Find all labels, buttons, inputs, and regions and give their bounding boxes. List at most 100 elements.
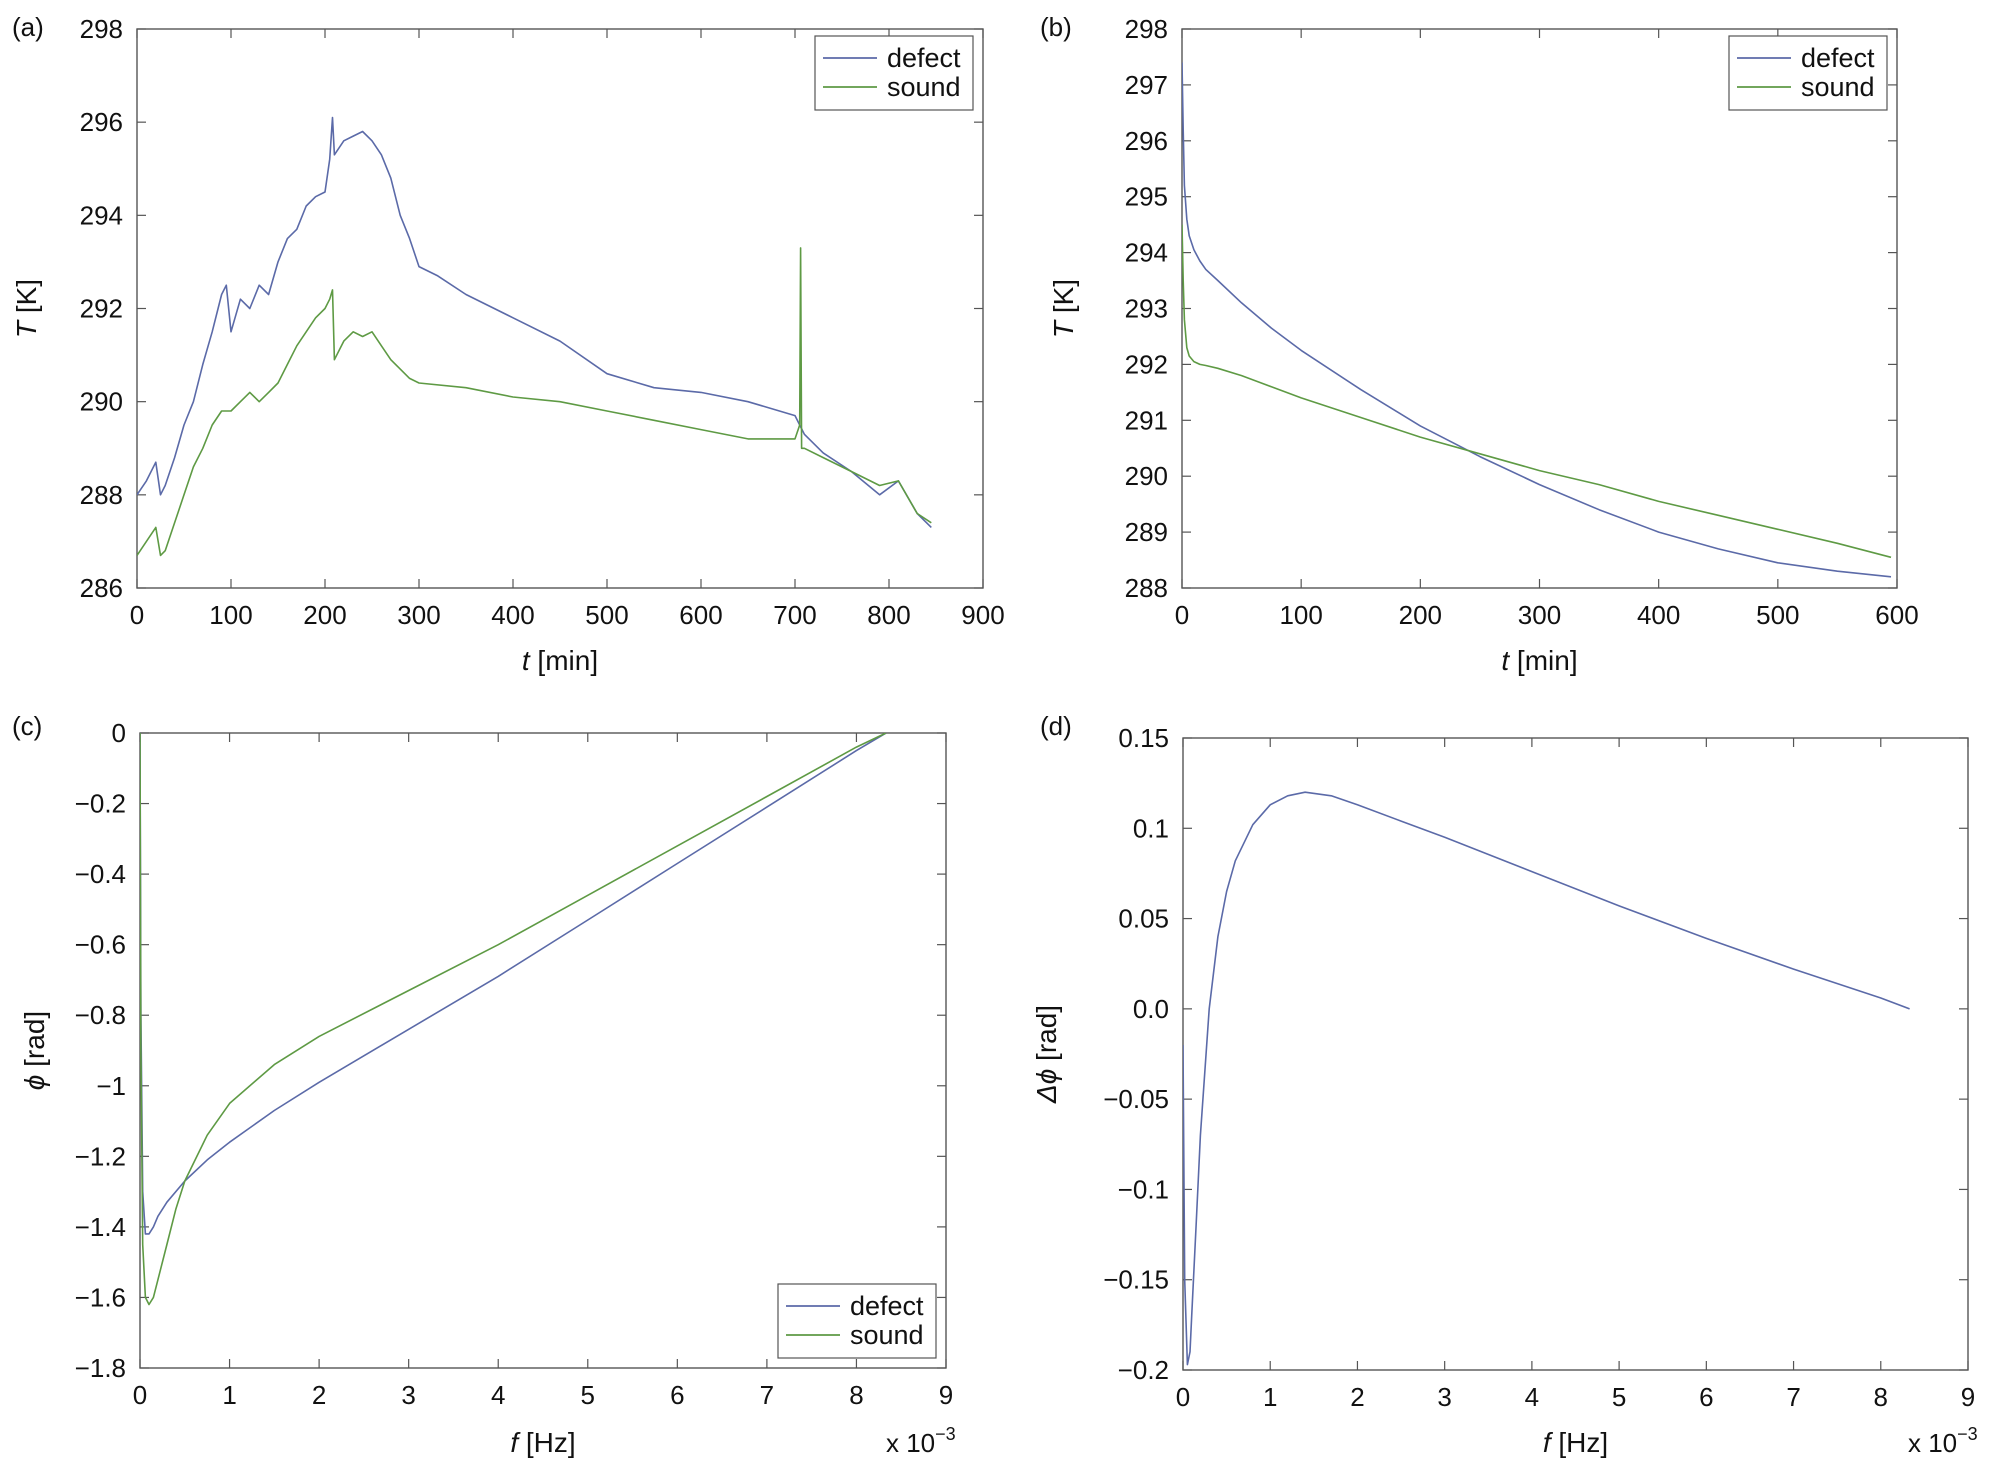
y-axis-label: Δϕ [rad] bbox=[1031, 1005, 1062, 1104]
panel-b: (b) 0 100 200 300 400 500 600 288 289 290 291 292 293… bbox=[1040, 12, 1919, 676]
y-tick-label: −0.1 bbox=[1118, 1174, 1169, 1204]
x-tick-label: 100 bbox=[209, 600, 252, 630]
legend-box bbox=[777, 1283, 937, 1359]
x-axis-multiplier: x 10−3 bbox=[886, 1424, 956, 1458]
x-tick-label: 3 bbox=[1437, 1382, 1451, 1412]
x-tick-label: 5 bbox=[1612, 1382, 1626, 1412]
x-tick-label: 1 bbox=[222, 1380, 236, 1410]
y-tick-label: −0.2 bbox=[75, 789, 126, 819]
x-tick-label: 2 bbox=[1350, 1382, 1364, 1412]
y-axis-variable: Δϕ bbox=[1031, 1069, 1062, 1104]
series-line-sound bbox=[140, 733, 887, 1306]
y-tick-label: −0.6 bbox=[75, 930, 126, 960]
y-tick-label: 0.1 bbox=[1133, 813, 1169, 843]
x-tick-label: 7 bbox=[1786, 1382, 1800, 1412]
y-tick-label: 295 bbox=[1125, 182, 1168, 212]
x-tick-label: 4 bbox=[1525, 1382, 1539, 1412]
y-tick-label: 296 bbox=[80, 107, 123, 137]
panel-a: (a) 0 100 200 300 400 500 600 700 800 900 286 288 290… bbox=[11, 12, 1005, 676]
legend-box bbox=[814, 35, 974, 111]
y-tick-label: 288 bbox=[1125, 573, 1168, 603]
y-tick-label: 292 bbox=[1125, 349, 1168, 379]
y-tick-label: 297 bbox=[1125, 70, 1168, 100]
x-axis-unit: [min] bbox=[1509, 645, 1577, 676]
x-axis-label: t [min] bbox=[1501, 645, 1577, 676]
x-axis-label: f [Hz] bbox=[510, 1427, 575, 1458]
panel-label: (d) bbox=[1040, 711, 1072, 741]
panel-c: (c) 0 1 2 3 4 5 6 7 8 9 0 −0.2 −0.4 −0.6 −0.8 −1 −1.2 −1.4… bbox=[12, 711, 956, 1458]
legend-label-sound: sound bbox=[850, 1320, 924, 1350]
y-tick-label: 298 bbox=[80, 14, 123, 44]
x-tick-label: 0 bbox=[133, 1380, 147, 1410]
legend-label-defect: defect bbox=[1801, 43, 1875, 73]
y-axis-unit: [rad] bbox=[1031, 1005, 1062, 1069]
y-tick-label: 286 bbox=[80, 573, 123, 603]
x-tick-label: 2 bbox=[312, 1380, 326, 1410]
series-line-sound bbox=[1182, 224, 1892, 559]
x-tick-label: 500 bbox=[1756, 600, 1799, 630]
y-tick-label: 291 bbox=[1125, 405, 1168, 435]
series-line-defect bbox=[137, 116, 932, 528]
plot-frame bbox=[1182, 737, 1969, 1371]
x-tick-label: 400 bbox=[491, 600, 534, 630]
x-tick-label: 0 bbox=[1175, 600, 1189, 630]
x-axis-multiplier-exponent: −3 bbox=[1957, 1424, 1978, 1444]
y-axis-label: T [K] bbox=[11, 279, 42, 338]
x-tick-label: 300 bbox=[1518, 600, 1561, 630]
y-tick-label: 289 bbox=[1125, 517, 1168, 547]
x-tick-label: 5 bbox=[581, 1380, 595, 1410]
y-tick-label: −1 bbox=[96, 1071, 126, 1101]
y-tick-label: −1.4 bbox=[75, 1212, 126, 1242]
x-tick-label: 800 bbox=[867, 600, 910, 630]
x-tick-label: 600 bbox=[1875, 600, 1918, 630]
y-tick-label: −1.8 bbox=[75, 1353, 126, 1383]
y-tick-label: 290 bbox=[1125, 461, 1168, 491]
x-tick-label: 900 bbox=[961, 600, 1004, 630]
series-line-defect bbox=[1182, 62, 1892, 578]
series-line-defect bbox=[140, 733, 887, 1235]
x-tick-label: 4 bbox=[491, 1380, 505, 1410]
x-axis-unit: [Hz] bbox=[1551, 1427, 1609, 1458]
x-tick-label: 6 bbox=[1699, 1382, 1713, 1412]
x-tick-label: 0 bbox=[1176, 1382, 1190, 1412]
y-tick-label: 293 bbox=[1125, 294, 1168, 324]
x-tick-label: 9 bbox=[939, 1380, 953, 1410]
x-axis-multiplier: x 10−3 bbox=[1908, 1424, 1978, 1458]
y-tick-label: −0.15 bbox=[1103, 1265, 1169, 1295]
legend-label-sound: sound bbox=[887, 72, 961, 102]
x-axis-variable: t bbox=[1501, 645, 1510, 676]
x-tick-label: 400 bbox=[1637, 600, 1680, 630]
panel-label: (a) bbox=[12, 12, 44, 42]
y-tick-label: 290 bbox=[80, 387, 123, 417]
x-tick-label: 500 bbox=[585, 600, 628, 630]
y-tick-label: 0.15 bbox=[1118, 723, 1169, 753]
x-tick-label: 0 bbox=[130, 600, 144, 630]
y-axis-variable: T bbox=[11, 319, 42, 338]
y-tick-label: 292 bbox=[80, 294, 123, 324]
y-axis-label: T [K] bbox=[1048, 279, 1079, 338]
plot-frame bbox=[139, 732, 947, 1369]
y-axis-unit: [K] bbox=[11, 279, 42, 321]
y-tick-label: 294 bbox=[80, 200, 123, 230]
y-tick-label: 298 bbox=[1125, 14, 1168, 44]
x-tick-label: 200 bbox=[303, 600, 346, 630]
x-axis-variable: f bbox=[510, 1427, 521, 1458]
y-tick-label: 296 bbox=[1125, 126, 1168, 156]
series-line-delta-phi bbox=[1183, 791, 1910, 1366]
x-tick-label: 600 bbox=[679, 600, 722, 630]
y-tick-label: −0.2 bbox=[1118, 1355, 1169, 1385]
y-axis-unit: [rad] bbox=[19, 1011, 50, 1075]
panel-label: (c) bbox=[12, 711, 42, 741]
x-axis-label: f [Hz] bbox=[1543, 1427, 1608, 1458]
x-axis-unit: [min] bbox=[530, 645, 598, 676]
x-axis-multiplier-exponent: −3 bbox=[935, 1424, 956, 1444]
legend-label-defect: defect bbox=[887, 43, 961, 73]
legend-label-sound: sound bbox=[1801, 72, 1875, 102]
y-tick-label: 288 bbox=[80, 480, 123, 510]
y-tick-label: −0.4 bbox=[75, 859, 126, 889]
y-tick-label: −1.6 bbox=[75, 1282, 126, 1312]
panel-label: (b) bbox=[1040, 12, 1072, 42]
